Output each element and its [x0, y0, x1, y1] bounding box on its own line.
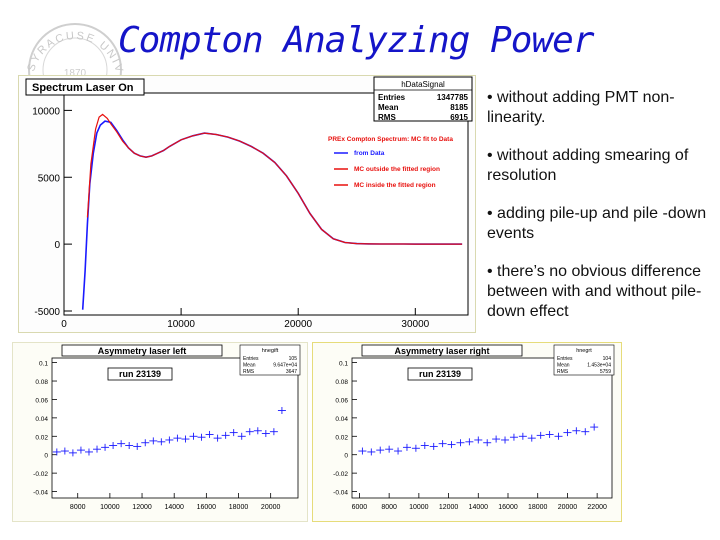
stats-value: 3647 [286, 369, 297, 375]
stats-value: 1347785 [437, 93, 469, 102]
x-tick-label: 8000 [381, 504, 397, 511]
x-tick-label: 0 [61, 319, 67, 330]
stats-label: Entries [378, 93, 406, 102]
chart-title-box [361, 344, 523, 357]
x-tick-label: 12000 [439, 504, 459, 511]
y-tick-label: -0.02 [333, 471, 348, 478]
plot-area [51, 357, 299, 499]
x-tick-label: 20000 [284, 319, 312, 330]
x-tick-label: 10000 [100, 504, 120, 511]
series-line-mc [86, 113, 463, 245]
bullet-list: • without adding PMT non-linearity. • wi… [487, 88, 712, 340]
stats-label: Entries [243, 356, 259, 362]
stats-value: 5759 [600, 369, 611, 375]
bullet-item: • without adding PMT non-linearity. [487, 89, 675, 126]
y-tick-label: -5000 [34, 307, 60, 318]
x-tick-label: 18000 [229, 504, 249, 511]
x-tick-label: 30000 [401, 319, 429, 330]
stats-name: hDataSignal [401, 80, 445, 89]
y-tick-label: 5000 [38, 173, 61, 184]
chart-title: Asymmetry laser right [394, 346, 489, 356]
y-tick-label: 0.04 [35, 416, 48, 423]
x-tick-label: 18000 [528, 504, 548, 511]
x-tick-label: 8000 [70, 504, 86, 511]
x-tick-label: 20000 [558, 504, 578, 511]
chart-title: Asymmetry laser left [98, 346, 187, 356]
stats-label: RMS [243, 369, 255, 375]
stats-box [553, 344, 615, 376]
y-tick-label: 0.04 [335, 416, 348, 423]
stats-label: Mean [243, 363, 256, 369]
y-tick-label: 0.02 [335, 434, 348, 441]
stats-label: Mean [557, 363, 570, 369]
y-tick-label: 0.02 [35, 434, 48, 441]
x-tick-label: 10000 [167, 319, 195, 330]
y-tick-label: 0.06 [35, 397, 48, 404]
stats-box [239, 344, 301, 376]
x-tick-label: 22000 [587, 504, 607, 511]
run-label-box [107, 367, 173, 381]
legend-label: from Data [354, 150, 385, 157]
bullet-item: • there’s no obvious difference between … [487, 263, 702, 320]
x-tick-label: 12000 [132, 504, 152, 511]
x-tick-label: 14000 [164, 504, 184, 511]
stats-value: 1.453e+04 [587, 363, 611, 369]
x-tick-label: 20000 [261, 504, 281, 511]
spectrum-chart: Spectrum Laser On hDataSignal Entries 13477… [18, 75, 476, 333]
y-tick-label: 0.1 [339, 361, 348, 368]
run-label-box [407, 367, 473, 381]
stats-value: 8185 [450, 103, 468, 112]
y-tick-label: -0.04 [333, 490, 348, 497]
y-tick-label: 0 [54, 240, 60, 251]
y-tick-label: 0 [344, 453, 348, 460]
chart-title-box [25, 78, 145, 96]
stats-name: hnegift [262, 348, 279, 354]
stats-value: 105 [289, 356, 298, 362]
y-tick-label: 0.1 [39, 361, 48, 368]
x-tick-label: 10000 [409, 504, 429, 511]
plot-area [351, 357, 613, 499]
seal-text: SYRACUSE UNIVERSITY [20, 10, 123, 75]
y-tick-label: -0.02 [33, 471, 48, 478]
bullet-item: • adding pile-up and pile -down events [487, 205, 707, 242]
x-tick-label: 14000 [469, 504, 489, 511]
x-tick-label: 6000 [352, 504, 368, 511]
stats-label: RMS [557, 369, 569, 375]
x-tick-label: 16000 [197, 504, 217, 511]
plot-area [63, 92, 469, 316]
legend-label: MC outside the fitted region [354, 166, 440, 173]
y-tick-label: 0.06 [335, 397, 348, 404]
stats-value: 6915 [450, 113, 468, 122]
stats-name: hnegrt [576, 348, 592, 354]
chart-title-box [61, 344, 223, 357]
legend-label: MC inside the fitted region [354, 182, 436, 189]
y-tick-label: 0.08 [335, 379, 348, 386]
stats-value: 9.647e+04 [273, 363, 297, 369]
bullet-item: • without adding smearing of resolution [487, 147, 689, 184]
y-tick-label: 0.08 [35, 379, 48, 386]
svg-text:SYRACUSE UNIVERSITY: SYRACUSE UNIVERSITY [20, 10, 125, 75]
run-label: run 23139 [119, 369, 161, 379]
seal-year: 1870 [64, 68, 87, 79]
slide-title: Compton Analyzing Power [118, 20, 594, 61]
x-tick-label: 16000 [498, 504, 518, 511]
chart-title: Spectrum Laser On [32, 82, 134, 94]
stats-label: Entries [557, 356, 573, 362]
stats-label: RMS [378, 113, 396, 122]
legend-title: PREx Compton Spectrum: MC fit to Data [328, 136, 453, 143]
stats-box [373, 76, 473, 122]
run-label: run 23139 [419, 369, 461, 379]
y-tick-label: -0.04 [33, 490, 48, 497]
stats-label: Mean [378, 103, 399, 112]
y-tick-label: 10000 [32, 106, 60, 117]
stats-value: 104 [603, 356, 612, 362]
y-tick-label: 0 [44, 453, 48, 460]
